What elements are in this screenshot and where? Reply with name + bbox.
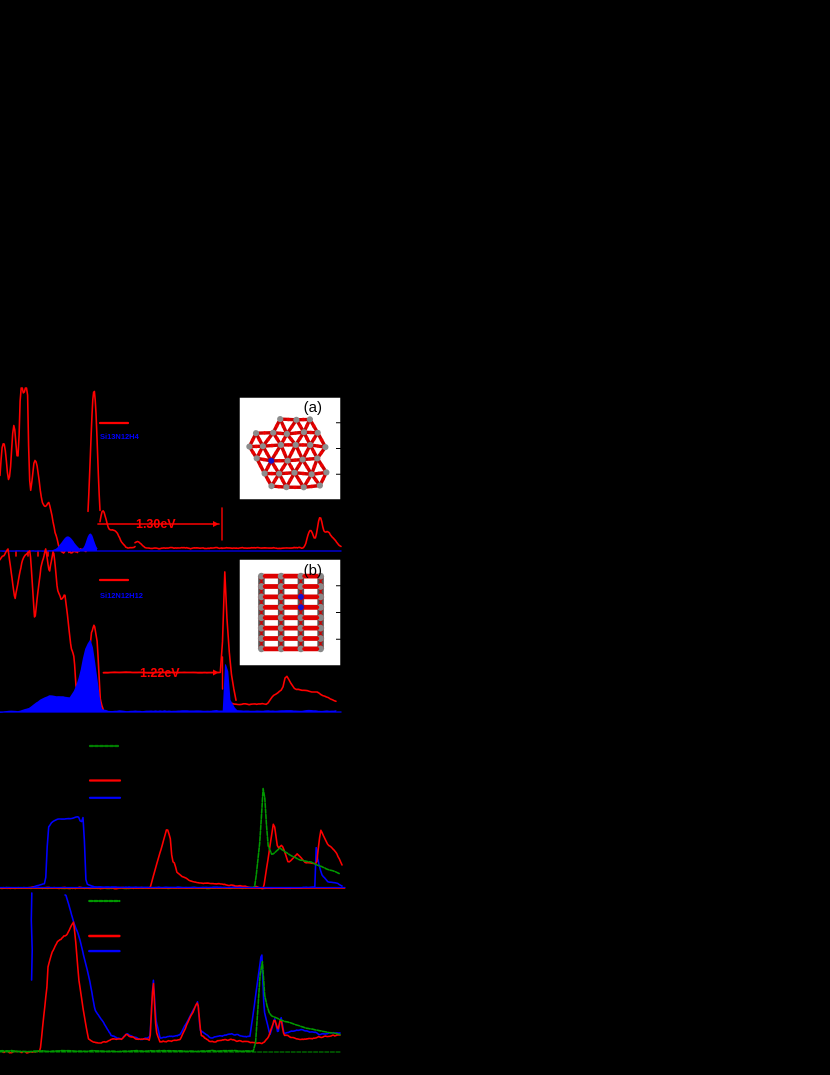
svg-text:1.30eV: 1.30eV	[136, 517, 176, 531]
svg-text:(a): (a)	[304, 399, 322, 416]
svg-text:Si13N12H4: Si13N12H4	[100, 432, 140, 441]
svg-text:Si12N12H12: Si12N12H12	[100, 591, 143, 600]
svg-text:1.22eV: 1.22eV	[140, 666, 180, 680]
svg-text:(b): (b)	[304, 562, 322, 579]
